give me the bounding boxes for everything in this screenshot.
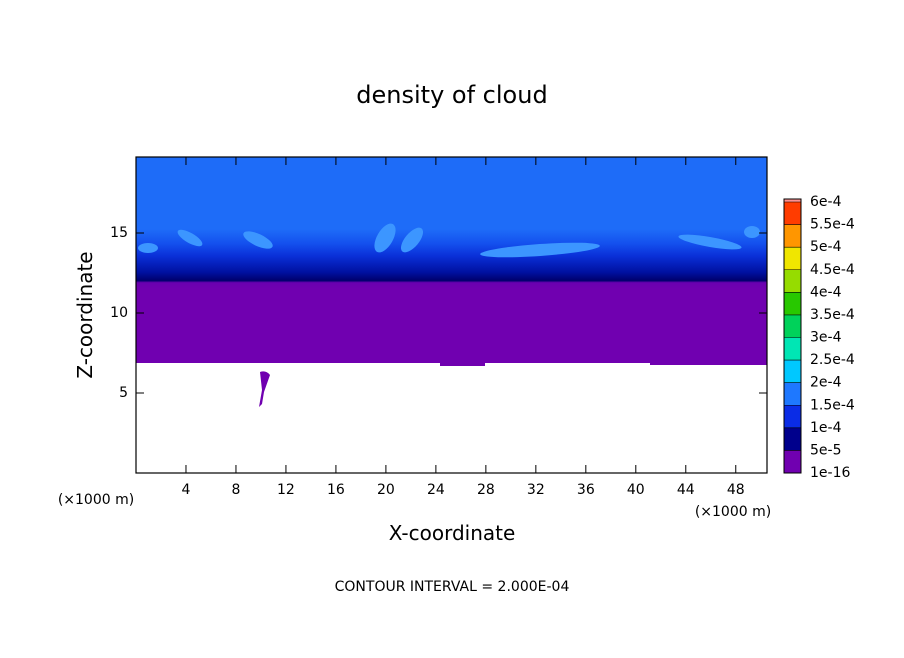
x-tick-label: 16 (327, 482, 345, 498)
x-tick-label: 4 (182, 482, 191, 498)
colorbar-band (784, 247, 801, 270)
colorbar-band (784, 405, 801, 428)
colorbar-label: 5e-5 (810, 442, 841, 458)
colorbar-band (784, 269, 801, 293)
x-axis-label: X-coordinate (389, 521, 516, 545)
annotation: CONTOUR INTERVAL = 2.000E-04 (335, 579, 570, 595)
x-tick-label: 8 (231, 482, 240, 498)
colorbar-band (784, 292, 801, 315)
y-unit: (×1000 m) (58, 492, 134, 508)
colorbar-band (784, 427, 801, 451)
colorbar-label: 2e-4 (810, 375, 842, 391)
colorbar-band (784, 314, 801, 338)
x-tick-label: 28 (477, 482, 495, 498)
colorbar-label: 1.5e-4 (810, 397, 855, 413)
colorbar-band (784, 360, 801, 383)
plot-frame (135, 156, 768, 474)
x-tick-label: 20 (377, 482, 395, 498)
colorbar-label: 6e-4 (810, 194, 842, 210)
x-tick-label: 32 (527, 482, 545, 498)
colorbar-band (784, 199, 801, 202)
x-tick-label: 40 (627, 482, 645, 498)
y-tick-label: 15 (110, 225, 128, 241)
x-tick-label: 36 (577, 482, 595, 498)
colorbar-band (784, 202, 801, 225)
colorbar-band (784, 337, 801, 361)
colorbar-frame (783, 198, 802, 474)
x-tick-label: 24 (427, 482, 445, 498)
y-tick-label: 5 (119, 385, 128, 401)
contour-field (136, 157, 767, 407)
colorbar-label: 4e-4 (810, 284, 842, 300)
x-tick-label: 48 (727, 482, 745, 498)
colorbar-label: 1e-4 (810, 420, 842, 436)
colorbar-label: 5.5e-4 (810, 217, 855, 233)
colorbar-label: 1e-16 (810, 465, 850, 481)
x-tick-label: 12 (277, 482, 295, 498)
y-tick-label: 10 (110, 305, 128, 321)
colorbar-label: 3.5e-4 (810, 307, 855, 323)
x-unit: (×1000 m) (695, 504, 771, 520)
colorbar-label: 2.5e-4 (810, 352, 855, 368)
x-tick-label: 44 (677, 482, 695, 498)
colorbar-band (784, 224, 801, 248)
colorbar-band (784, 450, 801, 473)
colorbar-label: 3e-4 (810, 330, 842, 346)
chart-title: density of cloud (356, 81, 547, 109)
colorbar-band (784, 382, 801, 406)
colorbar-label: 5e-4 (810, 239, 842, 255)
y-axis-label: Z-coordinate (73, 251, 97, 378)
colorbar-label: 4.5e-4 (810, 262, 855, 278)
